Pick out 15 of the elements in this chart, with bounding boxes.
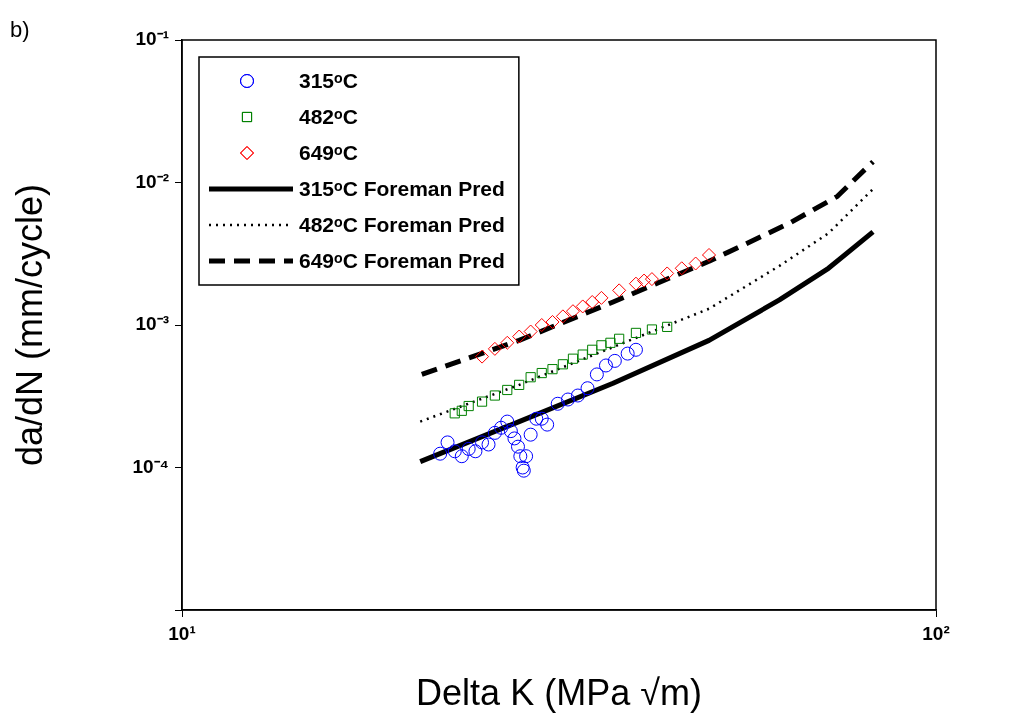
y-axis-title: da/dN (mm/cycle) — [8, 183, 50, 467]
y-tick-label: 10⁻² — [135, 170, 169, 192]
x-axis-title: Delta K (MPa √m) — [416, 672, 702, 714]
x-tick-label: 10¹ — [168, 622, 196, 644]
y-tick-label: 10⁻³ — [135, 313, 169, 335]
text: b) — [10, 17, 30, 43]
legend-label: 482ᵒC Foreman Pred — [299, 212, 505, 236]
legend-label: 649ᵒC Foreman Pred — [299, 248, 505, 272]
legend-label: 482ᵒC — [299, 104, 358, 128]
legend-label: 649ᵒC — [299, 140, 358, 164]
legend-label: 315ᵒC Foreman Pred — [299, 176, 505, 200]
legend-label: 315ᵒC — [299, 68, 358, 92]
y-tick-label: 10⁻¹ — [135, 28, 169, 50]
x-tick-label: 10² — [922, 622, 950, 644]
y-tick-label: 10⁻⁴ — [132, 455, 169, 477]
